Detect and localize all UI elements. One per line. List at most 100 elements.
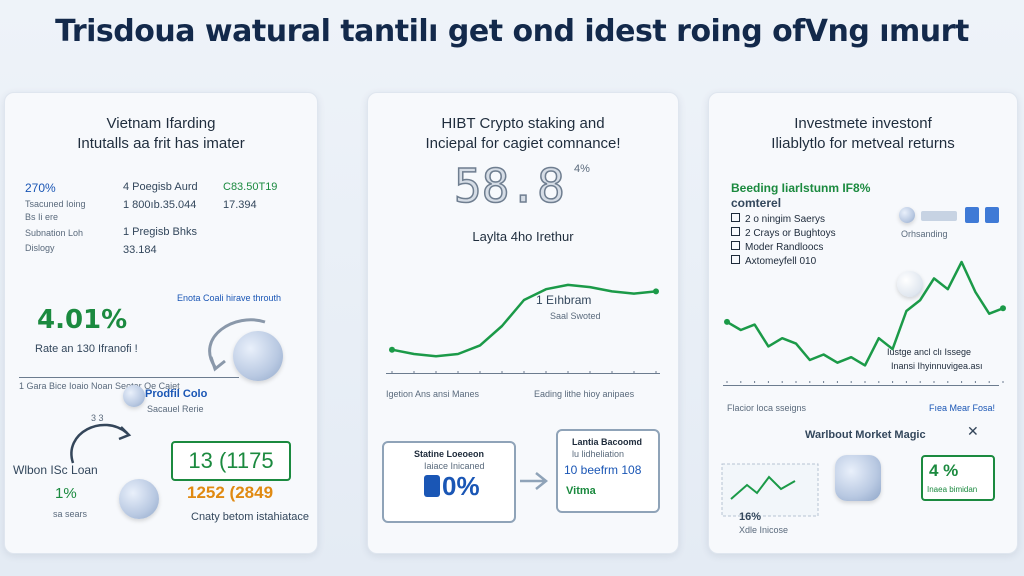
stat-c3-0: C83.50T19 — [223, 181, 278, 193]
checkbox-icon — [731, 213, 740, 222]
checklist-label: Moder Randloocs — [745, 242, 824, 253]
checklist-item: Axtomeyfell 010 — [731, 255, 816, 267]
annot-value: 1 Eıhbram — [536, 293, 592, 307]
loan-sub: sa sears — [53, 509, 88, 519]
pct-box-value: 4 % — [929, 461, 959, 480]
box-left-sub: Iaiace Inicaned — [424, 461, 485, 471]
stat-c2-0: 4 Poegisb Aurd — [123, 181, 198, 193]
panel3-title-line2: Iliablytlo for metveal returns — [771, 135, 955, 152]
value-box: 13 (1175 — [171, 441, 291, 481]
data-point — [1000, 305, 1006, 312]
panel1-mid-caption: Enota Coali hirave throuth — [177, 293, 282, 303]
orange-value: 1252 (2849 — [187, 483, 274, 502]
arrow-right-icon — [520, 472, 549, 490]
checklist-item: Moder Randloocs — [731, 241, 823, 253]
box-left-value: 0% — [442, 471, 480, 501]
shield-icon — [424, 475, 440, 497]
loop-arrow-icon — [70, 423, 132, 464]
bar-icon — [965, 207, 979, 223]
series-line — [391, 283, 657, 358]
checklist-label: 2 o ningim Saerys — [745, 214, 826, 225]
checklist-item: 2 Crays or Bughtoys — [731, 227, 836, 239]
pct-box: 4 % Inaea bimidan — [921, 455, 995, 501]
stat-c1-3: Subnation Loh — [25, 228, 84, 238]
big-percent: 4.01% — [37, 305, 128, 335]
annot-line2: Inansi Ihyinnuvigea.ası — [891, 361, 983, 371]
panel3-axis-left: Flacior loca sseigns — [727, 403, 807, 413]
loan-percent: 1% — [55, 485, 77, 502]
heading-line1: Beeding Iiarlstunm IF8% — [731, 181, 871, 195]
box-left-title: Statine Loeoeon — [414, 449, 485, 459]
box-right-sub: lu lidheliation — [572, 449, 625, 459]
checklist-item: 2 o ningim Saerys — [731, 213, 825, 225]
map-icon — [721, 463, 819, 517]
close-icon: ✕ — [967, 423, 979, 439]
box-right-title: Lantia Bacoomd — [572, 437, 643, 447]
annot-sub: Saal Swoted — [550, 311, 601, 321]
toggle-bar — [921, 211, 957, 221]
box-right-value: 10 beefrm 108 — [564, 463, 642, 477]
bar-icon-2 — [985, 207, 999, 223]
stat-c3-1: 17.394 — [223, 199, 257, 211]
stat-c2-1: 1 800ıb.35.044 — [123, 199, 197, 211]
staking-box-left: Statine Loeoeon Iaiace Inicaned 0% — [382, 441, 516, 523]
axis-left-label: Igetion Ans ansi Manes — [386, 389, 480, 399]
checkbox-icon — [731, 255, 740, 264]
box-right-tag: Vitma — [566, 485, 596, 497]
staking-line-chart — [389, 283, 659, 373]
axis-right-label: Eading lithe hioy anipaes — [534, 389, 635, 399]
panel1-axis-labels: 1 Gara Bice Ioaio Noan Seoter Oe Caiet — [19, 381, 180, 391]
panel-hibt-staking: HIBT Crypto staking and Inciepal for cag… — [367, 92, 679, 554]
stat-c1-0: 270% — [25, 181, 56, 195]
globe-icon — [233, 331, 283, 381]
panel1-axis — [19, 377, 239, 378]
investment-line-chart — [724, 260, 1006, 383]
curved-arrow-icon — [208, 318, 266, 372]
data-point — [653, 288, 659, 295]
dollar-icon — [835, 455, 881, 501]
stat-c1-2: Bs Ii ere — [25, 212, 59, 222]
annot-line1: Iustge ancl clı Issege — [887, 347, 972, 357]
profit-sub: Sacauel Rerie — [147, 404, 204, 414]
stat-c1-1: Tsacuned Ioing — [25, 199, 86, 209]
aside-label: Orhsanding — [901, 229, 948, 239]
person-icon — [897, 271, 923, 297]
eye-icon — [899, 207, 915, 223]
loan-label: Wlbon ISc Loan — [13, 463, 98, 477]
panel2-title-line1: HIBT Crypto staking and — [441, 115, 605, 132]
panel3-axis-right: Fıea Mear Fosa! — [929, 403, 996, 413]
big-number: 58.8 — [453, 158, 565, 214]
panel3-axis — [723, 385, 999, 386]
big-pct: 4% — [574, 163, 590, 175]
small-tag: 3 3 — [91, 413, 104, 423]
bottom-sub: Xdle Inicose — [739, 525, 789, 535]
coin-stack-icon — [119, 479, 159, 519]
panel3-title-line1: Investmete investonf — [794, 115, 932, 132]
box-value: 13 (1175 — [188, 448, 274, 473]
checklist-label: 2 Crays or Bughtoys — [745, 228, 836, 239]
data-point — [389, 346, 395, 353]
rate-label: Rate an 130 Ifranofi ! — [35, 343, 138, 355]
checklist-label: Axtomeyfell 010 — [745, 256, 817, 267]
stat-c1-4: Dislogy — [25, 243, 55, 253]
market-title: Warlbout Morket Magic — [805, 429, 926, 441]
panel-vietnam-trading: Vietnam Ifarding Intutalls aa frit has i… — [4, 92, 318, 554]
panel2-axis — [386, 373, 660, 374]
stat-c2-2: 1 Pregisb Bhks — [123, 226, 197, 238]
bottom-caption: Cnaty betom istahiatace — [191, 511, 310, 523]
pct-box-sub: Inaea bimidan — [927, 485, 978, 494]
panel2-title-line2: Inciepal for cagiet comnance! — [425, 135, 621, 152]
heading-line2: comterel — [731, 196, 782, 210]
page-title: Trisdoua watural tantilı get ond idest r… — [55, 14, 969, 49]
checkbox-icon — [731, 241, 740, 250]
profit-title: Prodfil Colo — [145, 388, 208, 400]
chart-title: Laylta 4ho Irethur — [472, 229, 574, 244]
series-line — [726, 260, 1004, 367]
bottom-pct: 16% — [739, 511, 762, 523]
panel1-title-line1: Vietnam Ifarding — [106, 115, 216, 132]
panel-investment: Investmete investonf Iliablytlo for metv… — [708, 92, 1018, 554]
coin-icon — [123, 385, 145, 407]
panel1-title-line2: Intutalls aa frit has imater — [77, 135, 245, 152]
stat-c2-3: 33.184 — [123, 244, 157, 256]
checkbox-icon — [731, 227, 740, 236]
